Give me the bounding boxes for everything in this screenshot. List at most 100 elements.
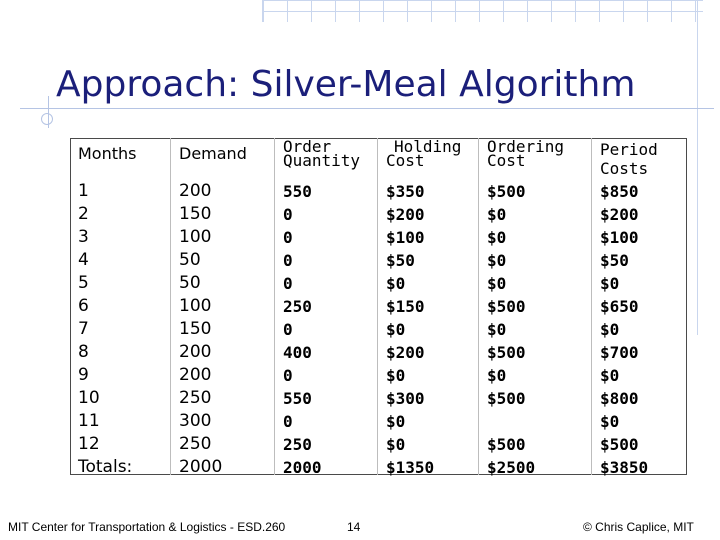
- table-cell: 0: [283, 412, 293, 431]
- table-cell: 2000: [283, 458, 322, 477]
- header-order-quantity: Order Quantity: [283, 137, 383, 170]
- table-cell: 200: [179, 342, 212, 362]
- column-months: Months 1 2 3 4 5 6 7 8 9 10 11 12 Totals:: [70, 138, 170, 478]
- header-holding-line2: Cost: [386, 151, 425, 170]
- header-ordering-line1: Ordering: [487, 137, 565, 156]
- column-ordering-cost: Ordering Cost $500 $0 $0 $0 $0 $500 $0 $500 $0 $5…: [478, 137, 591, 477]
- table-cell: $700: [600, 343, 639, 362]
- table-cell: 10: [78, 388, 100, 408]
- table-cell: 11: [78, 411, 100, 431]
- table-cell: 250: [283, 297, 312, 316]
- table-cell: 150: [179, 204, 212, 224]
- table-cell: $0: [600, 412, 620, 431]
- table-cell: $0: [600, 274, 620, 293]
- table-cell: $0: [600, 320, 620, 339]
- table-cell: $200: [386, 205, 425, 224]
- table-cell: $350: [386, 182, 425, 201]
- table-cell: $2500: [487, 458, 536, 477]
- table-cell: $0: [487, 205, 507, 224]
- column-holding-cost: Holding Cost $350 $200 $100 $50 $0 $150 $0 $200…: [377, 138, 478, 477]
- table-cell: 9: [78, 365, 89, 385]
- table-cell: $3850: [600, 458, 649, 477]
- table-cell: $50: [386, 251, 415, 270]
- slide-title: Approach: Silver-Meal Algorithm: [56, 64, 636, 105]
- table-cell: $50: [600, 251, 629, 270]
- table-cell: $150: [386, 297, 425, 316]
- table-cell: $0: [487, 251, 507, 270]
- table-cell: $500: [487, 389, 526, 408]
- table-cell: 250: [179, 434, 212, 454]
- decorative-circle: [41, 113, 53, 125]
- table-cell: $0: [386, 412, 406, 431]
- decorative-vertical-line: [697, 0, 698, 335]
- table-cell: 0: [283, 228, 293, 247]
- table-cell: $0: [487, 366, 507, 385]
- table-cell: 6: [78, 296, 89, 316]
- column-demand: Demand 200 150 100 50 50 100 150 200 200 250 300 25…: [170, 138, 274, 477]
- header-ordering-cost: Ordering Cost: [487, 137, 587, 170]
- table-cell: 7: [78, 319, 89, 339]
- header-period-line1: Period: [600, 140, 658, 159]
- header-holding-cost: Holding Cost: [386, 137, 486, 170]
- table-cell: 2000: [179, 457, 223, 477]
- table-cell: 300: [179, 411, 212, 431]
- order-quantity-cells: 550 0 0 0 0 250 0 400 0 550 0 250 2000: [283, 180, 322, 479]
- table-cell: 250: [179, 388, 212, 408]
- table-cell: $500: [487, 343, 526, 362]
- footer-copyright: © Chris Caplice, MIT: [583, 520, 694, 534]
- table-cell: $0: [386, 320, 406, 339]
- header-demand: Demand: [179, 144, 247, 163]
- table-cell: $500: [487, 297, 526, 316]
- table-cell: 100: [179, 227, 212, 247]
- table-cell: 0: [283, 320, 293, 339]
- table-cell: 2: [78, 204, 89, 224]
- header-order-line1: Order: [283, 137, 332, 156]
- table-cell: 4: [78, 250, 89, 270]
- column-period-costs: Period Costs $850 $200 $100 $50 $0 $650 $0 $700…: [591, 138, 687, 477]
- table-cell: 1: [78, 181, 89, 201]
- table-cell: $500: [487, 182, 526, 201]
- table-cell: 550: [283, 182, 312, 201]
- table-cell: 400: [283, 343, 312, 362]
- header-holding-line1: Holding: [394, 137, 462, 156]
- demand-cells: 200 150 100 50 50 100 150 200 200 250 300 250 2000: [179, 180, 222, 479]
- table-cell: $100: [386, 228, 425, 247]
- table-cell: 250: [283, 435, 312, 454]
- table-cell: $300: [386, 389, 425, 408]
- holding-cost-cells: $350 $200 $100 $50 $0 $150 $0 $200 $0 $300 $0 $0 $13…: [386, 180, 434, 479]
- ordering-cost-cells: $500 $0 $0 $0 $0 $500 $0 $500 $0 $500 $500 $2500: [487, 180, 535, 479]
- header-months: Months: [78, 144, 137, 163]
- table-cell: 200: [179, 365, 212, 385]
- footer-page-number: 14: [347, 520, 361, 534]
- column-order-quantity: Order Quantity 550 0 0 0 0 250 0 400 0 550 0 250 200…: [274, 138, 377, 477]
- table-cell: $0: [386, 366, 406, 385]
- table-cell: $800: [600, 389, 639, 408]
- table-cell: $500: [487, 435, 526, 454]
- table-cell: $100: [600, 228, 639, 247]
- header-ordering-line2: Cost: [487, 151, 526, 170]
- table-cell: 150: [179, 319, 212, 339]
- table-cell: $0: [600, 366, 620, 385]
- header-period-line2: Costs: [600, 159, 649, 178]
- table-cell: $1350: [386, 458, 435, 477]
- period-costs-cells: $850 $200 $100 $50 $0 $650 $0 $700 $0 $800 $0 $500 $…: [600, 180, 648, 479]
- table-cell: 0: [283, 251, 293, 270]
- table-cell: $500: [600, 435, 639, 454]
- table-cell: 50: [179, 273, 201, 293]
- header-period-costs: Period Costs: [600, 140, 700, 178]
- table-cell: 0: [283, 205, 293, 224]
- header-order-line2: Quantity: [283, 151, 361, 170]
- table-cell: 100: [179, 296, 212, 316]
- table-cell: 5: [78, 273, 89, 293]
- table-cell: $0: [487, 320, 507, 339]
- table-cell: 12: [78, 434, 100, 454]
- table-cell: 0: [283, 274, 293, 293]
- decorative-grid: [262, 0, 703, 22]
- table-cell: $200: [386, 343, 425, 362]
- table-cell: [487, 410, 535, 433]
- title-underline: [20, 108, 714, 109]
- table-cell: 200: [179, 181, 212, 201]
- table-cell: 3: [78, 227, 89, 247]
- table-cell: 0: [283, 366, 293, 385]
- table-cell: $850: [600, 182, 639, 201]
